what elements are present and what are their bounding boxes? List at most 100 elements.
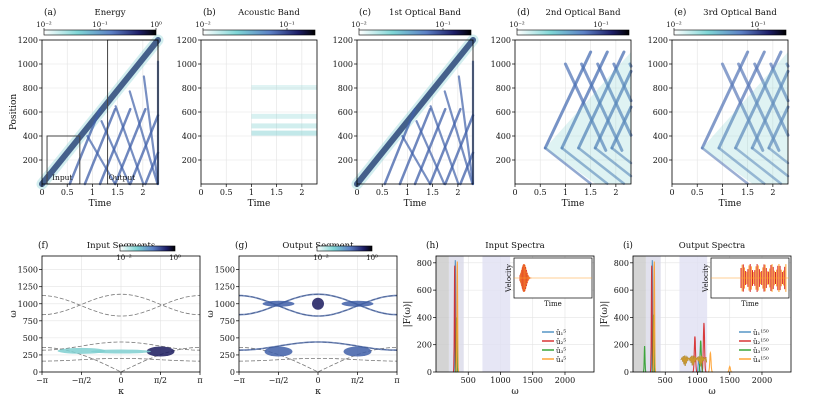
x-tick-label: π/2 — [154, 376, 167, 385]
y-tick-label: 200 — [496, 156, 511, 165]
x-tick-label: 0.5 — [534, 188, 547, 197]
y-tick-label: 1200 — [648, 36, 668, 45]
colorbar-tick-label: 10⁻¹ — [593, 21, 609, 29]
reflect-ray — [596, 62, 633, 137]
panel-title: Acoustic Band — [237, 8, 300, 18]
colorbar-bar — [202, 29, 316, 36]
colorbar-tick-label: 10⁻² — [313, 254, 329, 262]
legend-label: û₃¹⁵⁰ — [753, 347, 769, 355]
x-tick-label: 2 — [299, 188, 304, 197]
y-tick-label: 1500 — [18, 266, 38, 275]
x-tick-label: 2 — [140, 188, 145, 197]
colorbar-tick-label: 10⁻² — [195, 21, 211, 29]
faint-band — [251, 130, 317, 136]
y-tick-label: 800 — [182, 84, 197, 93]
down-ray — [593, 146, 633, 178]
x-tick-label: 0.5 — [376, 188, 389, 197]
panel-title: 1st Optical Band — [389, 8, 461, 18]
x-tick-label: 2000 — [555, 376, 575, 385]
x-axis-label: Time — [562, 199, 585, 209]
colorbar-c: 10⁻² 10⁻¹ — [351, 21, 472, 36]
x-tick-label: 1 — [563, 188, 568, 197]
intensity-blob — [264, 346, 293, 357]
y-tick-label: 600 — [496, 108, 511, 117]
panel-label: (i) — [623, 240, 633, 251]
panel-b: (b) Acoustic Band 0 0.5 1 1.5 2 200 400 600 800 100… — [177, 7, 318, 209]
y-tick-label: 0 — [427, 368, 432, 377]
y-tick-label: 400 — [496, 132, 511, 141]
up-ray — [593, 69, 633, 150]
panel-label: (a) — [44, 7, 56, 18]
y-axis-label: ω — [9, 310, 19, 317]
y-tick-label: 1200 — [18, 36, 38, 45]
down-ray — [429, 105, 460, 186]
y-tick-label: 400 — [653, 132, 668, 141]
reflected-ray — [444, 114, 475, 186]
reflected-ray — [413, 107, 447, 186]
intensity-blob — [146, 346, 175, 357]
colorbar-bar — [673, 29, 787, 36]
faint-band — [251, 85, 317, 90]
band-region — [679, 256, 708, 372]
x-tick-label: 1.5 — [584, 188, 597, 197]
y-tick-label: 600 — [653, 108, 668, 117]
panel-e: (e) 3rd Optical Band 0 0.5 1 1.5 2 200 400 600 800… — [648, 7, 790, 209]
y-tick-label: 750 — [220, 317, 235, 326]
down-ray — [767, 146, 790, 165]
y-tick-label: 400 — [338, 132, 353, 141]
x-tick-label: 500 — [658, 376, 673, 385]
up-ray — [767, 105, 790, 150]
y-axis-label: ω — [206, 310, 216, 317]
legend-label: û₄⁵ — [556, 356, 566, 364]
axes-frame — [435, 255, 595, 373]
x-tick-label: 1 — [720, 188, 725, 197]
reflect-ray — [737, 62, 781, 152]
up-ray — [750, 69, 790, 150]
panel-title: Input Spectra — [485, 241, 544, 251]
panel-title: Output Spectra — [679, 241, 746, 251]
intensity-blob — [312, 297, 324, 310]
x-tick-label: π — [394, 376, 399, 385]
down-ray — [86, 135, 117, 186]
colorbar-bar — [358, 29, 472, 36]
inset-i: Time Velocity — [702, 257, 790, 308]
y-tick-label: 200 — [338, 156, 353, 165]
colorbar-f: 10⁻² 10⁰ — [116, 245, 181, 262]
colorbar-g: 10⁻² 10⁰ — [313, 245, 378, 262]
reflect-ray — [769, 62, 790, 103]
colorbar-tick-label: 10⁻¹ — [435, 21, 451, 29]
y-tick-label: 200 — [614, 341, 629, 350]
y-tick-label: 1200 — [333, 36, 353, 45]
intensity-blob — [91, 349, 151, 354]
colorbar-tick-label: 10⁻² — [666, 21, 682, 29]
panel-d: (d) 2nd Optical Band 0 0.5 1 1.5 2 200 400 600 800… — [491, 7, 633, 209]
x-axis-label: ω — [511, 387, 518, 397]
spectrum-peak — [652, 261, 657, 373]
dispersion-branch — [239, 358, 397, 362]
y-tick-label: 0 — [624, 368, 629, 377]
panel-label: (b) — [203, 7, 216, 18]
panel-f: (f)Input Segments10⁻²10⁰−π−π/20π/2π02505… — [9, 240, 203, 397]
reflect-ray — [720, 62, 765, 152]
x-tick-label: 1500 — [523, 376, 543, 385]
x-tick-label: π — [197, 376, 202, 385]
colorbar-tick-label: 10⁻² — [36, 21, 52, 29]
x-axis-label: Time — [89, 199, 112, 209]
x-axis-label: ω — [708, 387, 715, 397]
y-tick-label: 1000 — [18, 60, 38, 69]
band-region — [482, 256, 511, 372]
x-tick-label: 1.5 — [270, 188, 283, 197]
colorbar-bar — [316, 245, 373, 252]
down-ray — [114, 105, 145, 186]
y-tick-label: 750 — [23, 317, 38, 326]
dispersion-branch — [41, 293, 201, 316]
highlighted-branch — [238, 341, 398, 351]
y-tick-label: 200 — [653, 156, 668, 165]
x-tick-label: 1.5 — [426, 188, 439, 197]
x-axis-label: κ — [315, 387, 321, 397]
panel-label: (h) — [426, 240, 439, 251]
panel-label: (e) — [674, 7, 686, 18]
x-tick-label: 2 — [613, 188, 618, 197]
legend-label: û₂⁵ — [556, 338, 566, 346]
